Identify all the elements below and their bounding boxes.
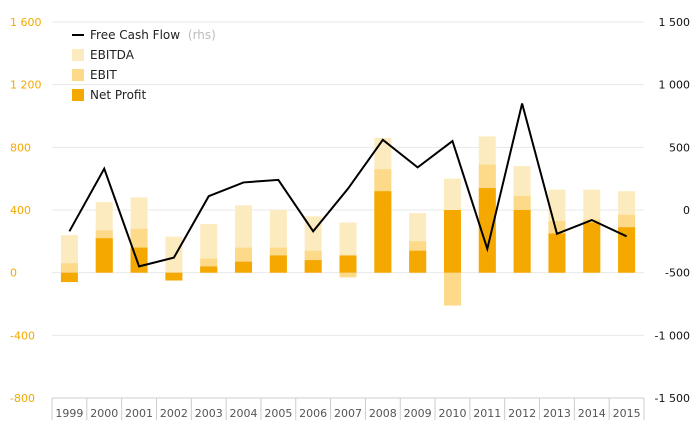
- bar-net-profit: [304, 260, 322, 273]
- legend: Free Cash Flow (rhs) EBITDA EBIT Net Pro…: [72, 28, 216, 102]
- x-tick-label: 2000: [90, 407, 118, 420]
- bar-net-profit: [409, 250, 427, 273]
- y-right-tick-label: 1 000: [659, 79, 691, 92]
- x-tick-label: 2001: [125, 407, 153, 420]
- y-left-tick-label: 1 200: [10, 79, 42, 92]
- y-left-tick-label: -800: [10, 392, 35, 405]
- y-left-tick-label: 1 600: [10, 16, 42, 29]
- y-right-tick-label: 1 500: [659, 16, 691, 29]
- x-tick-label: 2014: [578, 407, 606, 420]
- legend-swatch-net-profit: [72, 89, 84, 101]
- legend-swatch-ebit: [72, 69, 84, 81]
- free-cash-flow-line: [68, 103, 628, 268]
- bar-ebit: [339, 272, 357, 278]
- bar-ebitda: [165, 236, 183, 273]
- x-tick-label: 2013: [543, 407, 571, 420]
- legend-label-ebitda: EBITDA: [90, 48, 135, 62]
- x-tick-label: 2004: [230, 407, 258, 420]
- bar-net-profit: [200, 266, 218, 273]
- bar-net-profit: [60, 272, 78, 283]
- bar-net-profit: [548, 233, 566, 273]
- y-right-tick-label: 500: [669, 141, 690, 154]
- bars: [60, 136, 636, 306]
- bar-net-profit: [443, 210, 461, 273]
- bar-net-profit: [339, 255, 357, 273]
- bar-net-profit: [583, 222, 601, 273]
- bar-ebit: [443, 272, 461, 306]
- bar-net-profit: [513, 210, 531, 273]
- legend-label-free-cash-flow: Free Cash Flow (rhs): [90, 28, 216, 42]
- y-right-tick-label: 0: [683, 204, 690, 217]
- axes: -800 -400 0 400 800 1 200 1 600 -1 500 -1 000 -50…: [10, 16, 690, 420]
- x-tick-label: 2005: [264, 407, 292, 420]
- x-tick-label: 2015: [613, 407, 641, 420]
- x-tick-label: 2012: [508, 407, 536, 420]
- bar-ebit: [60, 263, 78, 273]
- x-tick-label: 2003: [195, 407, 223, 420]
- y-right-tick-label: -1 000: [655, 329, 690, 342]
- legend-label-ebit: EBIT: [90, 68, 117, 82]
- bar-net-profit: [269, 255, 287, 273]
- legend-swatch-ebitda: [72, 49, 84, 61]
- y-left-tick-label: 800: [10, 141, 31, 154]
- x-tick-label: 2006: [299, 407, 327, 420]
- x-tick-label: 1999: [55, 407, 83, 420]
- y-right-tick-label: -1 500: [655, 392, 690, 405]
- x-tick-label: 2010: [438, 407, 466, 420]
- free-cash-flow-line-layer: [68, 103, 628, 268]
- bar-net-profit: [478, 188, 496, 273]
- bar-net-profit: [95, 238, 113, 273]
- x-tick-label: 2008: [369, 407, 397, 420]
- y-left-tick-label: 0: [10, 267, 17, 280]
- bar-net-profit: [374, 191, 392, 273]
- x-tick-label: 2011: [473, 407, 501, 420]
- bar-net-profit: [165, 272, 183, 281]
- x-tick-label: 2009: [404, 407, 432, 420]
- x-tick-label: 2007: [334, 407, 362, 420]
- y-right-tick-label: -500: [665, 267, 690, 280]
- bar-net-profit: [235, 261, 253, 273]
- y-left-tick-label: -400: [10, 329, 35, 342]
- bar-net-profit: [618, 227, 636, 273]
- x-tick-label: 2002: [160, 407, 188, 420]
- legend-label-net-profit: Net Profit: [90, 88, 146, 102]
- y-left-tick-label: 400: [10, 204, 31, 217]
